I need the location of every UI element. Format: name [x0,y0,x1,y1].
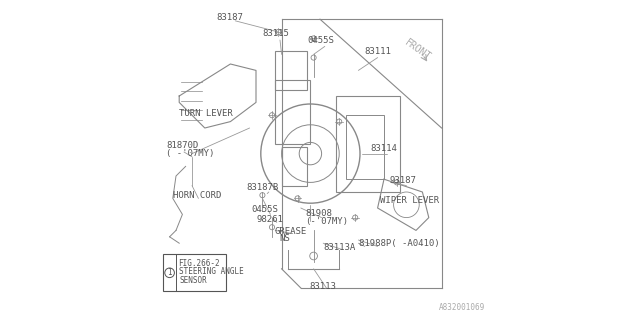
Text: 83187: 83187 [216,13,243,22]
Text: 1: 1 [167,268,172,277]
Text: GREASE: GREASE [275,227,307,236]
Text: 83111: 83111 [365,47,392,56]
Text: WIPER LEVER: WIPER LEVER [380,196,439,204]
Text: TURN LEVER: TURN LEVER [179,109,233,118]
Text: NS: NS [280,234,291,243]
Text: HORN CORD: HORN CORD [173,191,221,200]
Text: FIG.266-2: FIG.266-2 [179,260,220,268]
Text: STEERING ANGLE: STEERING ANGLE [179,268,243,276]
Text: SENSOR: SENSOR [180,276,207,285]
Text: 81988P( -A0410): 81988P( -A0410) [359,239,440,248]
Text: 83113: 83113 [309,282,336,291]
Bar [282,147,307,186]
Text: 83115: 83115 [262,29,289,38]
Bar [336,96,400,192]
Text: 83113A: 83113A [323,243,355,252]
Bar [346,115,384,179]
Text: 0455S: 0455S [308,36,335,44]
Text: 83114: 83114 [371,144,397,153]
Text: A832001069: A832001069 [438,303,484,312]
Text: (-'07MY): (-'07MY) [305,217,348,226]
Text: ( -'07MY): ( -'07MY) [166,149,215,158]
Bar [275,51,307,90]
Bar [275,80,310,144]
Text: 98261: 98261 [257,215,284,224]
Text: FRONT: FRONT [403,37,433,62]
Text: 81908: 81908 [305,209,332,218]
Text: 93187: 93187 [390,176,417,185]
Text: 81870D: 81870D [166,141,198,150]
Text: 0455S: 0455S [251,205,278,214]
Text: 83187B: 83187B [246,183,278,192]
